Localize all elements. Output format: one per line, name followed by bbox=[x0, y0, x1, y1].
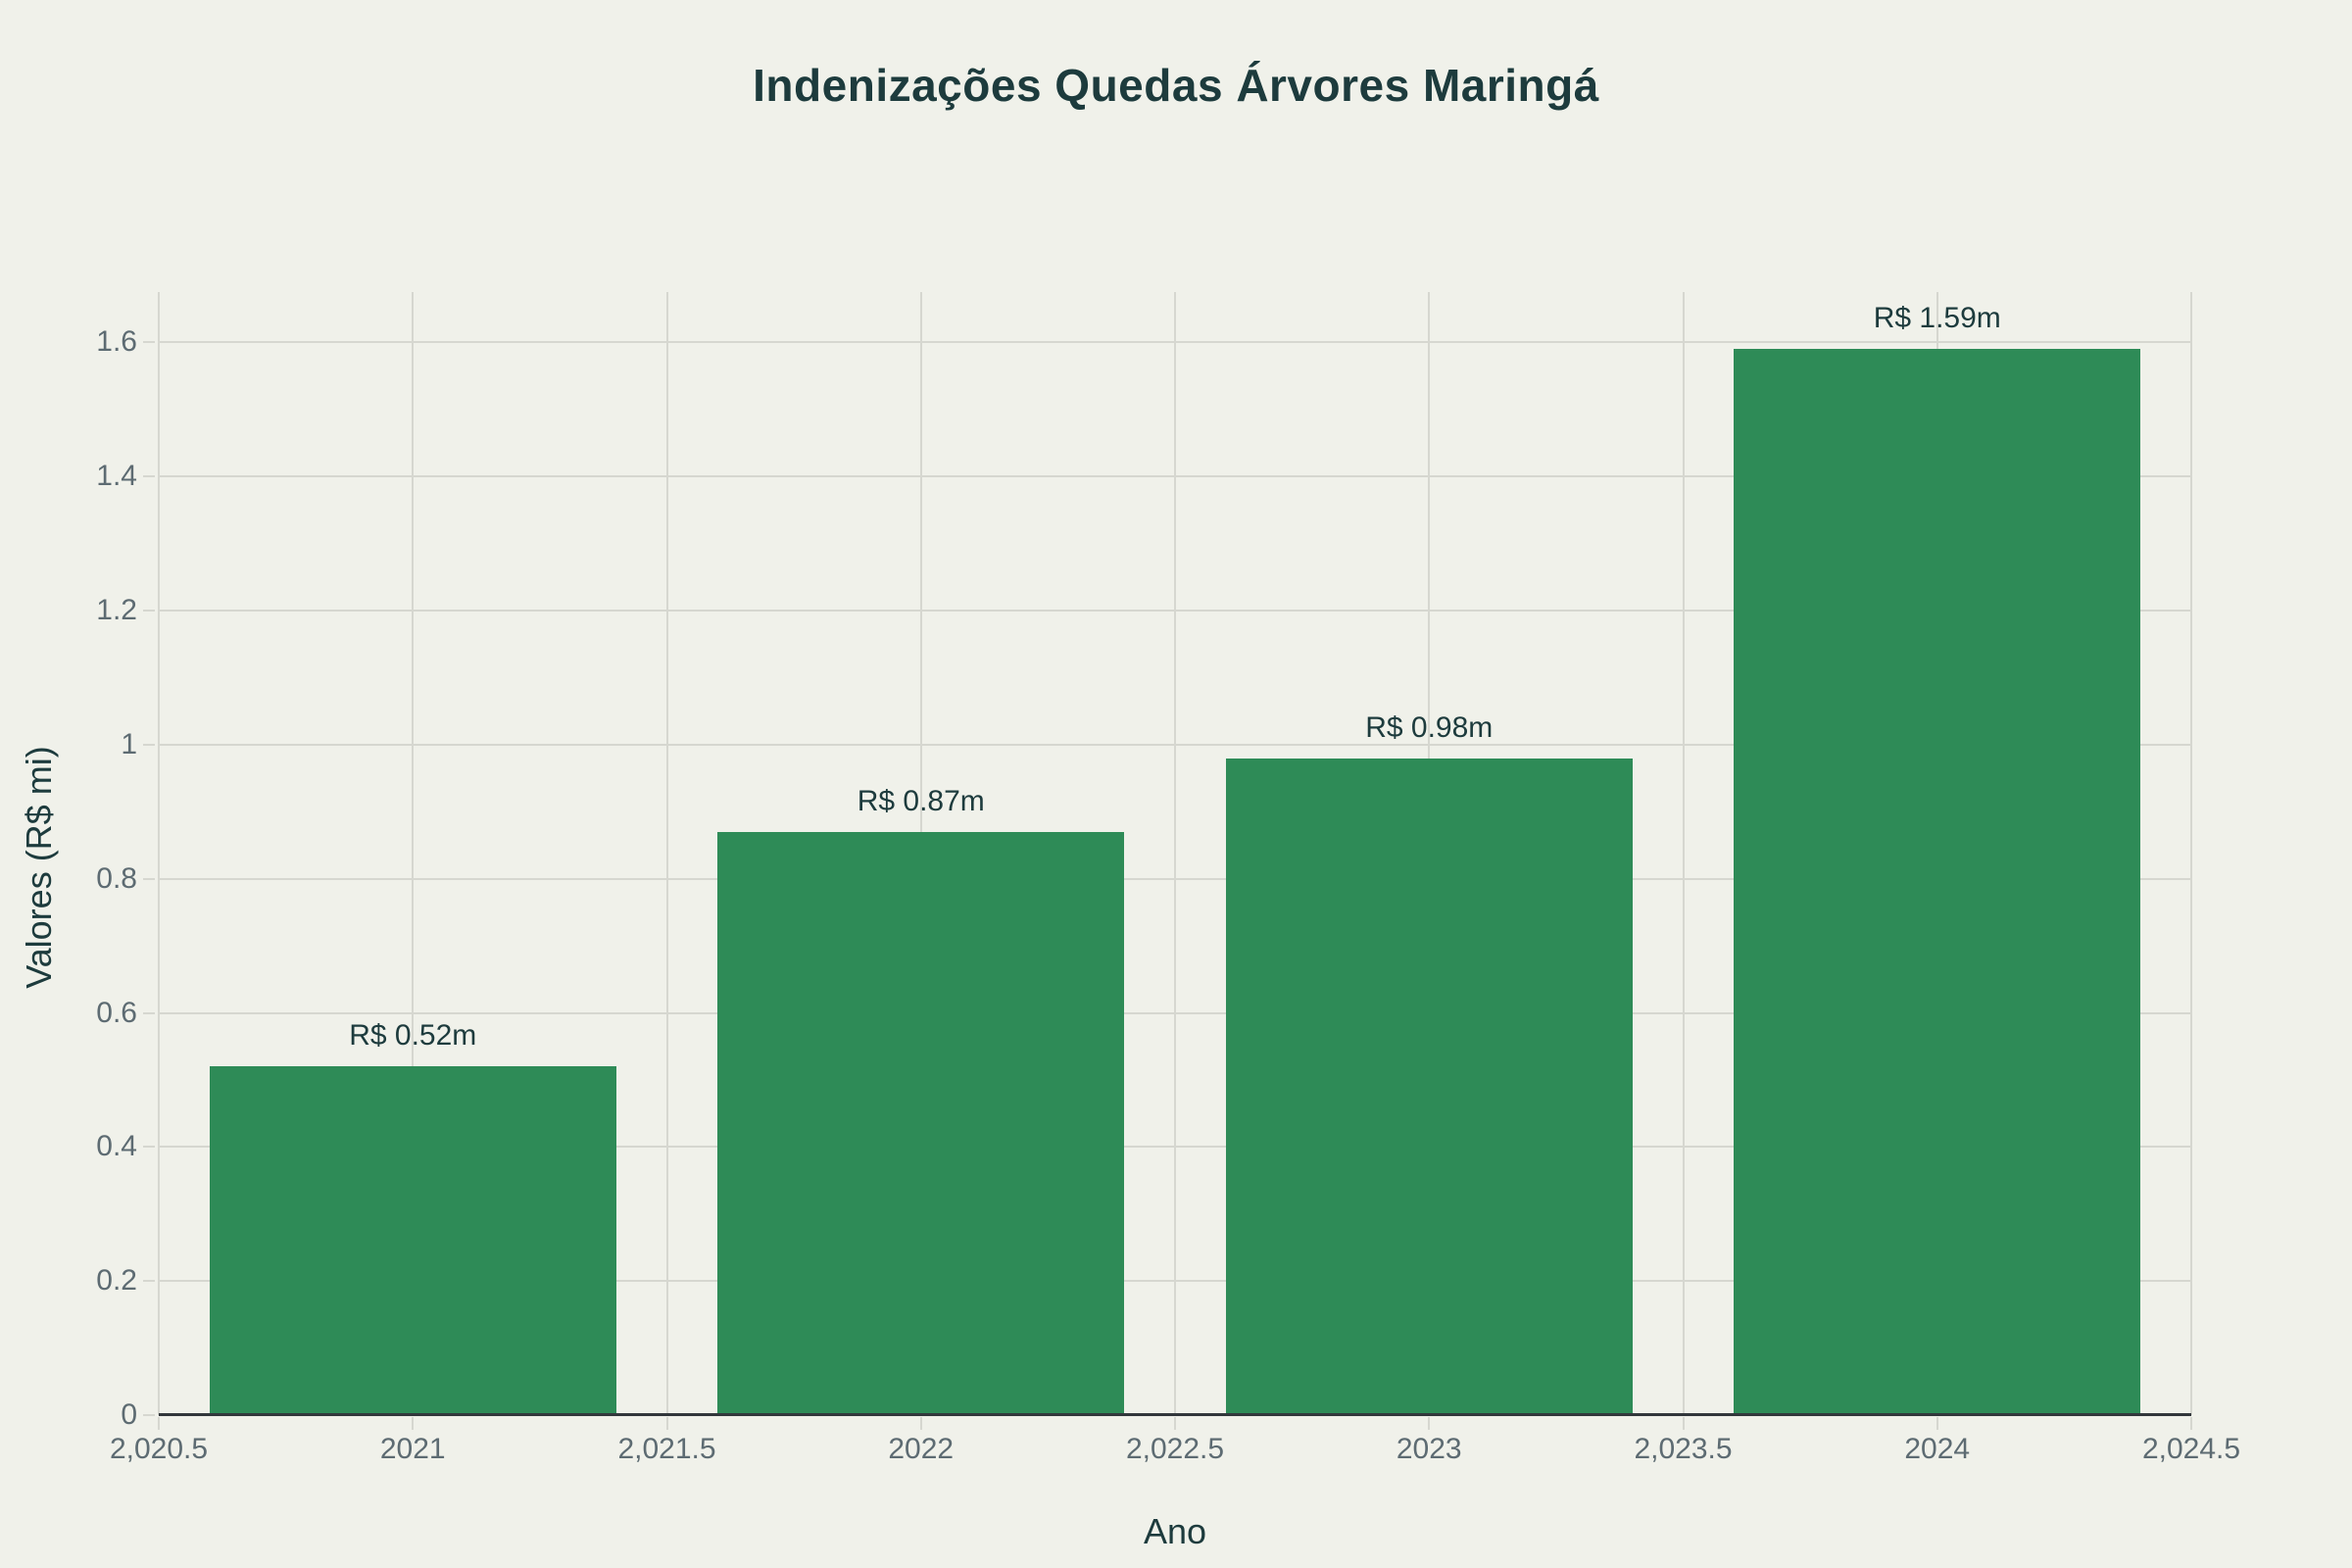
x-axis-line bbox=[159, 1413, 2191, 1416]
y-tick-mark bbox=[143, 1414, 155, 1416]
bar-2023[interactable] bbox=[1225, 758, 1633, 1415]
v-gridline bbox=[1174, 292, 1176, 1415]
x-tick-label: 2,022.5 bbox=[1125, 1433, 1225, 1465]
bar-2024[interactable] bbox=[1734, 349, 2141, 1415]
x-tick-mark bbox=[158, 1417, 160, 1430]
y-tick-label: 0 bbox=[121, 1398, 137, 1431]
x-tick-mark bbox=[665, 1417, 668, 1430]
y-tick-mark bbox=[143, 743, 155, 746]
y-tick-label: 1 bbox=[121, 727, 137, 760]
y-tick-label: 0.8 bbox=[96, 861, 137, 895]
v-gridline bbox=[1682, 292, 1685, 1415]
y-tick-label: 0.2 bbox=[96, 1264, 137, 1298]
h-gridline bbox=[159, 1280, 2191, 1283]
x-tick-label: 2023 bbox=[1396, 1433, 1462, 1465]
v-gridline bbox=[158, 292, 160, 1415]
x-tick-mark bbox=[1936, 1417, 1938, 1430]
x-tick-label: 2,023.5 bbox=[1634, 1433, 1733, 1465]
x-tick-mark bbox=[1682, 1417, 1685, 1430]
bar-value-label: R$ 1.59m bbox=[1873, 302, 2001, 335]
bar-value-label: R$ 0.87m bbox=[857, 784, 985, 817]
y-tick-mark bbox=[143, 1280, 155, 1283]
x-tick-mark bbox=[412, 1417, 415, 1430]
y-tick-label: 1.4 bbox=[96, 460, 137, 493]
bar-value-label: R$ 0.52m bbox=[349, 1019, 477, 1053]
y-tick-mark bbox=[143, 877, 155, 880]
h-gridline bbox=[159, 1146, 2191, 1149]
h-gridline bbox=[159, 1011, 2191, 1014]
v-gridline bbox=[2190, 292, 2192, 1415]
y-axis-title: Valores (R$ mi) bbox=[19, 746, 59, 989]
x-tick-label: 2,020.5 bbox=[109, 1433, 209, 1465]
x-tick-mark bbox=[1428, 1417, 1431, 1430]
y-tick-mark bbox=[143, 475, 155, 478]
y-tick-label: 0.4 bbox=[96, 1130, 137, 1163]
x-tick-mark bbox=[919, 1417, 922, 1430]
x-tick-label: 2022 bbox=[888, 1433, 955, 1465]
h-gridline bbox=[159, 877, 2191, 880]
plot-area[interactable]: 2,020.5 2021 2,021.5 2022 2,022.5 2023 2,023.5… bbox=[96, 292, 2240, 1464]
chart-title: Indenizações Quedas Árvores Maringá bbox=[753, 60, 1599, 111]
h-gridline bbox=[159, 341, 2191, 344]
y-tick-mark bbox=[143, 1011, 155, 1014]
y-tick-mark bbox=[143, 610, 155, 612]
bar-2022[interactable] bbox=[717, 831, 1125, 1415]
y-tick-mark bbox=[143, 341, 155, 344]
y-tick-mark bbox=[143, 1146, 155, 1149]
y-tick-label: 1.6 bbox=[96, 325, 137, 359]
x-tick-mark bbox=[2190, 1417, 2192, 1430]
x-tick-label: 2021 bbox=[379, 1433, 446, 1465]
x-tick-label: 2,021.5 bbox=[617, 1433, 716, 1465]
x-tick-mark bbox=[1174, 1417, 1176, 1430]
h-gridline bbox=[159, 743, 2191, 746]
bar-value-label: R$ 0.98m bbox=[1365, 710, 1494, 744]
x-tick-label: 2,024.5 bbox=[2141, 1433, 2241, 1465]
x-axis-title: Ano bbox=[1143, 1511, 1207, 1551]
h-gridline bbox=[159, 475, 2191, 478]
v-gridline bbox=[665, 292, 668, 1415]
v-gridline bbox=[412, 292, 415, 1415]
bar-2021[interactable] bbox=[209, 1066, 616, 1415]
y-tick-label: 1.2 bbox=[96, 594, 137, 626]
y-tick-label: 0.6 bbox=[96, 996, 137, 1029]
h-gridline bbox=[159, 610, 2191, 612]
x-tick-label: 2024 bbox=[1904, 1433, 1971, 1465]
